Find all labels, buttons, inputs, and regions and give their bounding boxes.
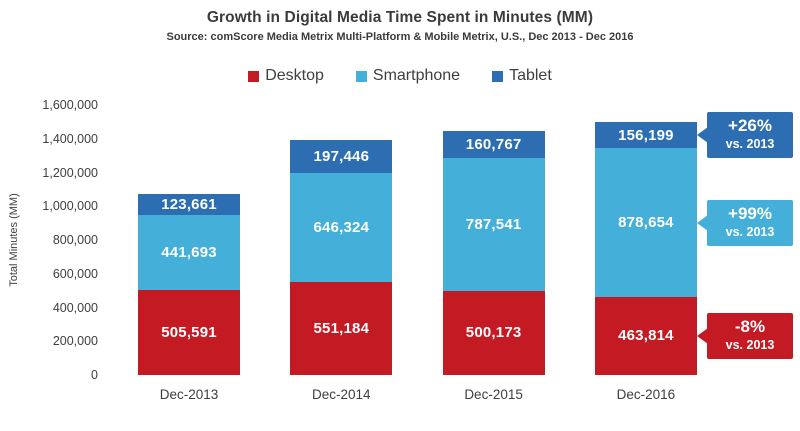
y-tick-label: 1,200,000: [42, 165, 98, 180]
bar-value-label: 156,199: [618, 126, 674, 144]
y-tick-label: 200,000: [52, 334, 98, 349]
callout-percent: +26%: [728, 116, 772, 136]
bar-value-label: 787,541: [465, 215, 522, 233]
bar-value-label: 878,654: [618, 214, 674, 232]
bar-segment-desktop-dec-2015: 500,173: [442, 290, 545, 375]
bar-value-label: 505,591: [161, 323, 217, 341]
bar-value-label: 441,693: [161, 243, 217, 261]
legend-item-smartphone: Smartphone: [355, 67, 461, 85]
legend: Desktop Smartphone Tablet: [0, 67, 800, 85]
callout-percent: +99%: [728, 203, 772, 223]
x-tick-label: Dec-2015: [464, 387, 523, 402]
x-tick-label: Dec-2013: [159, 387, 219, 402]
callout-arrow: [697, 327, 708, 344]
legend-swatch-desktop: [248, 70, 260, 82]
bar-segment-tablet-dec-2014: 197,446: [290, 139, 393, 173]
bar-segment-smartphone-dec-2013: 441,693: [138, 215, 240, 290]
y-tick-label: 400,000: [52, 300, 98, 315]
legend-label: Tablet: [509, 67, 552, 84]
y-tick-label: 0: [91, 368, 98, 382]
chart-title: Growth in Digital Media Time Spent in Mi…: [206, 9, 594, 26]
legend-label: Smartphone: [372, 67, 461, 84]
callout-percent: -8%: [734, 316, 766, 336]
callout-desktop: -8% vs. 2013: [697, 312, 793, 359]
legend-swatch-tablet: [492, 70, 504, 82]
bar-value-label: 463,814: [618, 327, 674, 345]
callout-vs: vs. 2013: [725, 137, 775, 152]
bar-segment-tablet-dec-2013: 123,661: [138, 194, 240, 216]
bar-segment-tablet-dec-2015: 160,767: [442, 130, 545, 158]
y-tick-label: 1,400,000: [42, 131, 98, 146]
chart-subtitle: Source: comScore Media Metrix Multi-Plat…: [166, 31, 634, 43]
legend-item-tablet: Tablet: [492, 67, 552, 85]
bar-segment-desktop-dec-2014: 551,184: [290, 281, 393, 375]
bar-value-label: 160,767: [465, 135, 522, 153]
bar-value-label: 551,184: [313, 319, 370, 337]
bar-segment-desktop-dec-2016: 463,814: [594, 296, 697, 375]
callout-tablet: +26% vs. 2013: [697, 112, 793, 159]
y-tick-label: 1,000,000: [42, 199, 98, 214]
legend-item-desktop: Desktop: [248, 67, 324, 85]
bar-segment-smartphone-dec-2014: 646,324: [290, 172, 393, 282]
legend-swatch-smartphone: [355, 70, 367, 82]
legend-label: Desktop: [265, 67, 324, 84]
bar-segment-smartphone-dec-2015: 787,541: [442, 157, 545, 291]
callout-smartphone: +99% vs. 2013: [697, 199, 793, 246]
bar-value-label: 123,661: [161, 196, 217, 214]
callout-vs: vs. 2013: [725, 224, 775, 239]
bar-segment-smartphone-dec-2016: 878,654: [594, 148, 697, 297]
x-tick-label: Dec-2014: [312, 387, 371, 402]
y-tick-label: 1,600,000: [42, 98, 98, 112]
bar-segment-tablet-dec-2016: 156,199: [594, 122, 697, 149]
x-tick-label: Dec-2016: [616, 387, 676, 402]
bar-value-label: 197,446: [313, 147, 370, 165]
y-tick-label: 600,000: [52, 266, 98, 281]
bar-segment-desktop-dec-2013: 505,591: [138, 289, 240, 375]
bar-value-label: 646,324: [313, 218, 370, 236]
callout-arrow: [697, 214, 708, 231]
callout-vs: vs. 2013: [725, 337, 775, 352]
callout-arrow: [697, 127, 708, 144]
bar-value-label: 500,173: [465, 324, 522, 342]
y-tick-label: 800,000: [52, 233, 98, 247]
